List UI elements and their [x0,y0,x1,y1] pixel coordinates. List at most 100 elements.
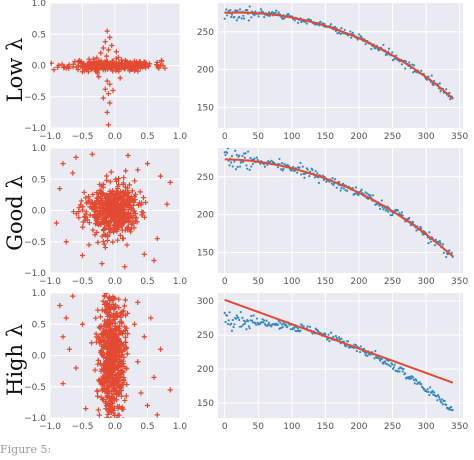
data-point [298,166,301,169]
data-point [82,217,88,223]
data-point [121,354,127,360]
data-point [120,209,126,215]
y-tick-label: 0.5 [32,175,46,185]
data-point [330,182,333,185]
data-point [118,57,125,63]
data-point [133,62,139,69]
data-point [431,389,434,392]
data-point [223,311,226,314]
data-point [292,327,296,330]
data-point [226,14,229,17]
data-point [96,74,102,80]
data-point [354,186,358,189]
data-point [112,316,118,323]
data-point [401,370,404,373]
data-point [73,365,79,371]
data-point [437,394,440,397]
data-point [104,237,111,244]
data-point [101,308,108,314]
data-point [129,221,135,228]
data-point [100,238,107,245]
data-point [95,199,102,205]
data-point [260,321,263,324]
data-point [116,296,122,302]
data-point [97,325,103,331]
data-point [102,39,108,45]
data-point [127,59,134,66]
data-point [401,214,404,217]
data-point [335,186,338,189]
data-point [119,201,125,208]
data-point [112,353,118,359]
data-point [223,17,226,20]
data-point [251,162,255,165]
data-point [334,334,337,338]
data-point [224,153,227,157]
data-point [122,334,129,340]
data-point [263,16,266,19]
data-point [100,67,106,73]
data-point [409,377,412,380]
data-point [148,315,154,321]
data-point [130,208,136,214]
plot-area [53,151,173,270]
data-point [396,209,399,212]
data-point [57,302,63,309]
plot-background [218,293,463,418]
data-point [108,408,114,414]
data-point [226,314,229,317]
data-point [337,336,341,339]
data-point [107,179,113,185]
data-point [360,188,363,191]
data-point [306,325,309,328]
data-point [59,61,65,67]
data-point [121,196,127,202]
data-point [167,387,173,393]
data-point [101,241,107,247]
fit-line [224,11,454,100]
data-point [245,164,248,167]
data-point [420,227,423,230]
data-point [94,229,100,236]
data-point [244,152,247,155]
data-point [109,394,115,400]
data-point [99,216,105,222]
data-point [135,359,141,365]
data-point [104,395,110,401]
data-point [342,187,346,190]
y-tick-label: 1.0 [32,144,47,154]
data-point [356,38,359,41]
y-tick-label: −1.0 [24,269,46,279]
data-point [238,154,241,157]
data-point [229,8,232,12]
data-point [241,154,244,158]
data-point [84,200,90,206]
data-point [427,242,430,245]
data-point [70,64,76,70]
data-point [83,209,89,215]
data-point [427,390,430,393]
data-point [102,318,108,324]
data-point [123,168,129,174]
data-point [433,244,437,247]
data-point [274,11,277,14]
x-tick-label: 0.0 [108,132,123,142]
data-point [439,242,442,245]
y-tick-label: 250 [197,173,214,183]
data-point [122,264,128,270]
data-point [346,189,349,192]
data-point [238,165,242,168]
data-point [314,170,317,173]
data-point [103,53,110,59]
data-point [104,109,110,115]
x-tick-label: 1.0 [173,422,188,432]
data-point [246,150,250,153]
data-point [389,365,392,368]
data-point [438,240,441,243]
y-tick-label: 250 [197,28,214,38]
data-point [108,198,115,204]
data-point [107,369,113,375]
data-point [289,328,292,331]
data-point [241,316,244,319]
data-point [418,381,421,384]
